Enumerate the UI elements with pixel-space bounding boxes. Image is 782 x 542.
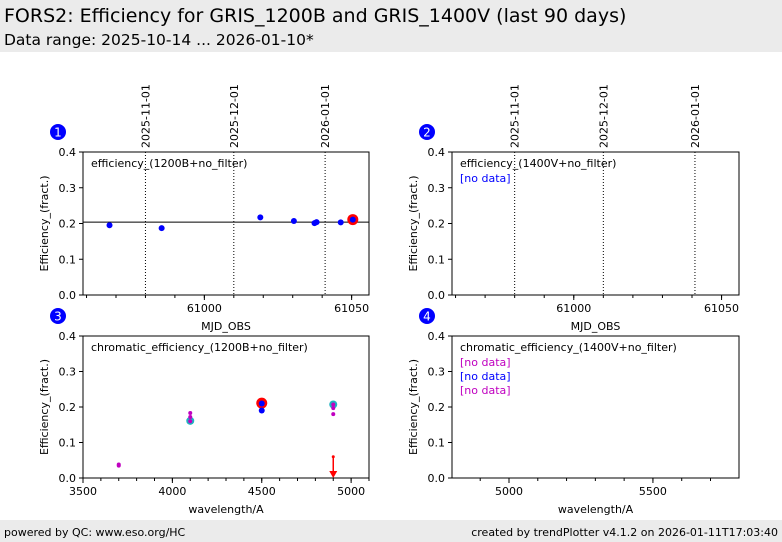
panel-badge	[50, 124, 66, 140]
y-tick-label: 0.4	[59, 330, 77, 343]
data-point-blue	[258, 400, 265, 407]
data-point-magenta	[331, 406, 336, 411]
x-tick-label: 3500	[69, 485, 97, 498]
data-point-magenta	[188, 414, 193, 419]
panel-label: efficiency_(1400V+no_filter)	[460, 157, 616, 170]
x-tick-label: 61000	[556, 302, 591, 315]
x-tick-label: 5000	[495, 485, 523, 498]
data-point-efficiency	[313, 219, 320, 226]
panel-badge	[419, 308, 435, 324]
upper-limit-arrowhead	[329, 471, 338, 478]
x-tick-label: 5000	[337, 485, 365, 498]
x-tick-label: 61000	[187, 302, 222, 315]
y-tick-label: 0.4	[428, 146, 446, 159]
date-label: 2025-12-01	[228, 84, 241, 148]
x-tick-label: 61050	[704, 302, 739, 315]
y-tick-label: 0.4	[59, 146, 77, 159]
date-label: 2025-11-01	[509, 84, 522, 148]
y-tick-label: 0.2	[428, 401, 446, 414]
y-tick-label: 0.2	[59, 218, 77, 231]
plot-frame	[82, 151, 370, 296]
plot-frame	[451, 151, 740, 296]
y-tick-label: 0.0	[428, 289, 446, 302]
no-data-note: [no data]	[460, 356, 511, 369]
data-point-blue	[258, 407, 265, 414]
panel-number: 2	[423, 126, 431, 140]
panel-3: 3 0.0 0.1 0.2 0.3 0.4 3500 4000 4500 5000 chromati…	[38, 308, 370, 516]
plot-frame	[82, 335, 370, 479]
panel-label: chromatic_efficiency_(1200B+no_filter)	[91, 341, 308, 354]
y-tick-label: 0.0	[59, 289, 77, 302]
date-label: 2026-01-01	[689, 84, 702, 148]
panel-2: 2 0.0 0.1 0.2 0.3 0.4 61000 61050 2025-11-01 2025…	[407, 84, 740, 333]
panel-number: 4	[423, 310, 431, 324]
x-axis-label: wavelength/A	[188, 503, 264, 516]
x-axis-label: wavelength/A	[558, 503, 634, 516]
page-title: FORS2: Efficiency for GRIS_1200B and GRI…	[4, 5, 627, 27]
data-point-magenta	[188, 411, 193, 416]
y-tick-label: 0.3	[59, 366, 77, 379]
y-tick-label: 0.1	[59, 253, 77, 266]
panel-badge	[50, 308, 66, 324]
date-label: 2025-11-01	[139, 84, 152, 148]
y-tick-label: 0.3	[59, 182, 77, 195]
panel-number: 1	[54, 126, 62, 140]
data-range: Data range: 2025-10-14 ... 2026-01-10*	[4, 31, 314, 49]
y-axis-label: Efficiency_(fract.)	[407, 359, 420, 455]
x-tick-label: 4500	[248, 485, 276, 498]
panel-number: 3	[54, 310, 62, 324]
y-axis-label: Efficiency_(fract.)	[38, 175, 51, 271]
upper-limit-point	[331, 455, 335, 459]
panel-badge	[419, 124, 435, 140]
y-tick-label: 0.3	[428, 182, 446, 195]
data-point-efficiency	[337, 219, 344, 226]
y-tick-label: 0.2	[59, 401, 77, 414]
panel-label: efficiency_(1200B+no_filter)	[91, 157, 247, 170]
y-tick-label: 0.4	[428, 330, 446, 343]
x-axis-label: MJD_OBS	[571, 320, 621, 333]
date-label: 2026-01-01	[319, 84, 332, 148]
no-data-note: [no data]	[460, 384, 511, 397]
data-point-latest-core	[349, 216, 356, 223]
y-tick-label: 0.3	[428, 366, 446, 379]
x-axis-label: MJD_OBS	[201, 320, 251, 333]
data-point-efficiency	[290, 217, 297, 224]
y-tick-label: 0.0	[59, 472, 77, 485]
data-point-efficiency	[158, 225, 165, 232]
y-axis-label: Efficiency_(fract.)	[38, 359, 51, 455]
data-point-efficiency	[106, 222, 113, 229]
no-data-note: [no data]	[460, 370, 511, 383]
panel-1: 1 0.0 0.1 0.2 0.3 0.4 61000 61050 2025-11-01 2025…	[38, 84, 370, 333]
y-axis-label: Efficiency_(fract.)	[407, 175, 420, 271]
x-tick-label: 61050	[334, 302, 369, 315]
data-point-magenta	[331, 412, 336, 417]
x-tick-label: 4000	[158, 485, 186, 498]
data-point-efficiency	[257, 214, 264, 221]
panel-label: chromatic_efficiency_(1400V+no_filter)	[460, 341, 677, 354]
data-point-magenta	[116, 462, 121, 467]
plot-frame	[451, 335, 740, 479]
header-bar: FORS2: Efficiency for GRIS_1200B and GRI…	[0, 0, 782, 52]
y-tick-label: 0.1	[428, 437, 446, 450]
data-point-magenta	[188, 419, 193, 424]
y-tick-label: 0.1	[428, 253, 446, 266]
panel-4: 4 0.0 0.1 0.2 0.3 0.4 5000 5500 chromatic_effici…	[407, 308, 740, 516]
no-data-note: [no data]	[460, 172, 511, 185]
date-label: 2025-12-01	[597, 84, 610, 148]
footer-powered-by: powered by QC: www.eso.org/HC	[4, 526, 186, 539]
y-tick-label: 0.0	[428, 472, 446, 485]
x-tick-label: 5500	[639, 485, 667, 498]
data-point-magenta	[331, 402, 336, 407]
footer-created-by: created by trendPlotter v4.1.2 on 2026-0…	[471, 526, 778, 539]
y-tick-label: 0.1	[59, 437, 77, 450]
footer-bar: powered by QC: www.eso.org/HC created by…	[0, 520, 782, 542]
y-tick-label: 0.2	[428, 218, 446, 231]
